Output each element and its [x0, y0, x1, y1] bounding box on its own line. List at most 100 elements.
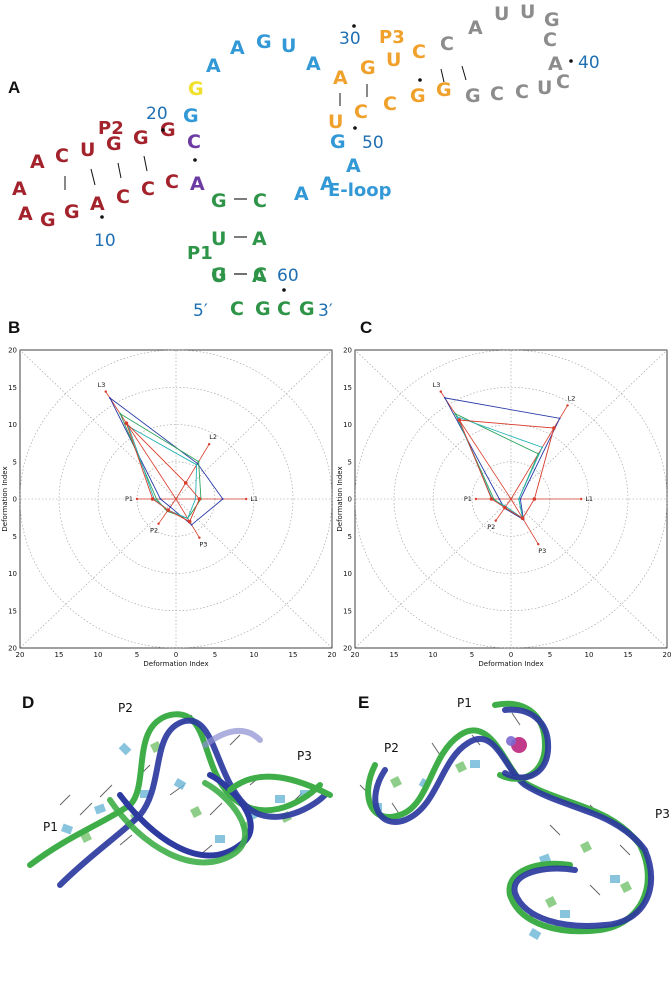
x-tick-label: 0: [174, 651, 178, 659]
svg-text:G: G: [410, 85, 426, 107]
svg-text:C: C: [490, 83, 504, 105]
svg-text:A: A: [548, 53, 563, 75]
y-tick-label: 15: [343, 607, 352, 615]
series-2-point-l3: [456, 415, 459, 418]
svg-text:A: A: [320, 173, 335, 195]
series-2-line: [127, 425, 198, 519]
svg-text:G: G: [465, 85, 481, 107]
y-tick-label: 0: [348, 496, 352, 504]
series-3-point-l2: [183, 481, 188, 485]
axis-end-l1: [580, 497, 583, 501]
y-axis-label: Deformation Index: [1, 466, 9, 531]
axis-end-l2: [207, 442, 211, 446]
y-tick-label: 15: [343, 384, 352, 392]
axis-label-p3: P3: [538, 547, 546, 555]
svg-text:G: G: [106, 133, 122, 155]
svg-text:A: A: [306, 53, 321, 75]
five-prime-label: 5′: [193, 301, 208, 321]
svg-text:C: C: [116, 186, 130, 208]
series-3-point-p1: [150, 497, 155, 501]
y-tick-label: 10: [343, 421, 352, 429]
series-0-point-l2: [196, 462, 199, 465]
x-tick-label: 5: [548, 651, 552, 659]
y-tick-label: 20: [343, 645, 352, 653]
svg-text:G: G: [330, 131, 346, 153]
series-0-point-l1: [221, 498, 224, 500]
ribbon-d: P1 P2 P3: [27, 701, 333, 888]
svg-text:G: G: [256, 31, 272, 53]
ribbon-e: P1 P2 P3: [359, 696, 670, 940]
series-3-point-p1: [489, 497, 494, 501]
svg-text:A: A: [294, 183, 309, 205]
axis-end-l2: [566, 404, 569, 407]
series-3-point-l3: [124, 421, 129, 425]
svg-text:G: G: [211, 190, 227, 212]
svg-text:A: A: [230, 37, 245, 59]
series-3-point-l1: [532, 497, 537, 501]
y-tick-label: 5: [13, 533, 17, 541]
axis-label-l1: L1: [250, 495, 258, 503]
p1-nt-g4: G: [211, 264, 227, 286]
grid-spoke: [355, 350, 667, 648]
series-3-point-p3: [520, 516, 525, 521]
panel-letter-a: A: [8, 78, 21, 97]
svg-text:C: C: [515, 81, 529, 103]
p2-label: P2: [98, 118, 124, 139]
axis-end-p2: [157, 522, 160, 525]
svg-text:G: G: [360, 57, 376, 79]
x-tick-label: 10: [585, 651, 594, 659]
axis-line-l3: [440, 391, 512, 500]
series-0-line: [444, 397, 561, 521]
svg-text:C: C: [383, 93, 397, 115]
svg-text:C: C: [187, 131, 201, 153]
series-3-point-p3: [187, 519, 192, 524]
x-tick-label: 15: [55, 651, 64, 659]
series-3-point-p2: [166, 508, 170, 512]
series-0-line: [109, 397, 224, 526]
y-tick-label: 20: [8, 645, 17, 653]
svg-text:U: U: [494, 3, 509, 25]
series-1-point-l3: [119, 412, 122, 415]
series-1-point-p1: [155, 498, 158, 500]
grid-spoke: [355, 350, 667, 648]
series-1-point-l2: [197, 460, 200, 463]
series-0-point-p1: [159, 498, 162, 500]
svg-text:A: A: [346, 155, 361, 177]
series-0-point-l3: [443, 397, 446, 399]
axis-end-p1: [474, 497, 478, 501]
y-tick-label: 5: [13, 458, 17, 466]
radar-chart-b: 20 15 10 5 0 5 10 15 20201510505101520Deformatio…: [1, 347, 337, 669]
axis-end-l3: [439, 390, 442, 393]
svg-text:A: A: [18, 203, 33, 225]
series-0-point-p2: [169, 506, 172, 508]
series-2-line: [456, 416, 543, 520]
svg-text:A: A: [252, 228, 267, 250]
y-tick-label: 0: [13, 496, 17, 504]
y-tick-label: 10: [8, 421, 17, 429]
y-axis-label: Deformation Index: [336, 466, 344, 531]
x-tick-label: 5: [135, 651, 139, 659]
series-2-point-l2: [541, 446, 544, 449]
series-0-point-l2: [558, 417, 561, 420]
x-tick-label: 20: [351, 651, 360, 659]
series-2-point-l1: [194, 498, 197, 500]
num-20: 20: [146, 104, 168, 124]
svg-text:G: G: [183, 105, 199, 127]
e-label-p2: P2: [384, 741, 399, 755]
svg-text:G: G: [64, 201, 80, 223]
axis-label-p2: P2: [487, 523, 495, 531]
axis-end-p3: [198, 536, 201, 539]
e-label-p3: P3: [655, 807, 670, 821]
d-label-p2: P2: [118, 701, 133, 715]
axis-end-p2: [494, 519, 497, 522]
axis-end-l3: [104, 390, 107, 393]
y-tick-label: 15: [8, 384, 17, 392]
svg-text:U: U: [328, 111, 343, 133]
e-loop-label: E-loop: [328, 180, 392, 201]
series-0-point-l3: [108, 397, 111, 399]
x-tick-label: 20: [328, 651, 337, 659]
num-50: 50: [362, 133, 384, 153]
axis-label-p1: P1: [464, 495, 472, 503]
x-tick-label: 15: [289, 651, 298, 659]
